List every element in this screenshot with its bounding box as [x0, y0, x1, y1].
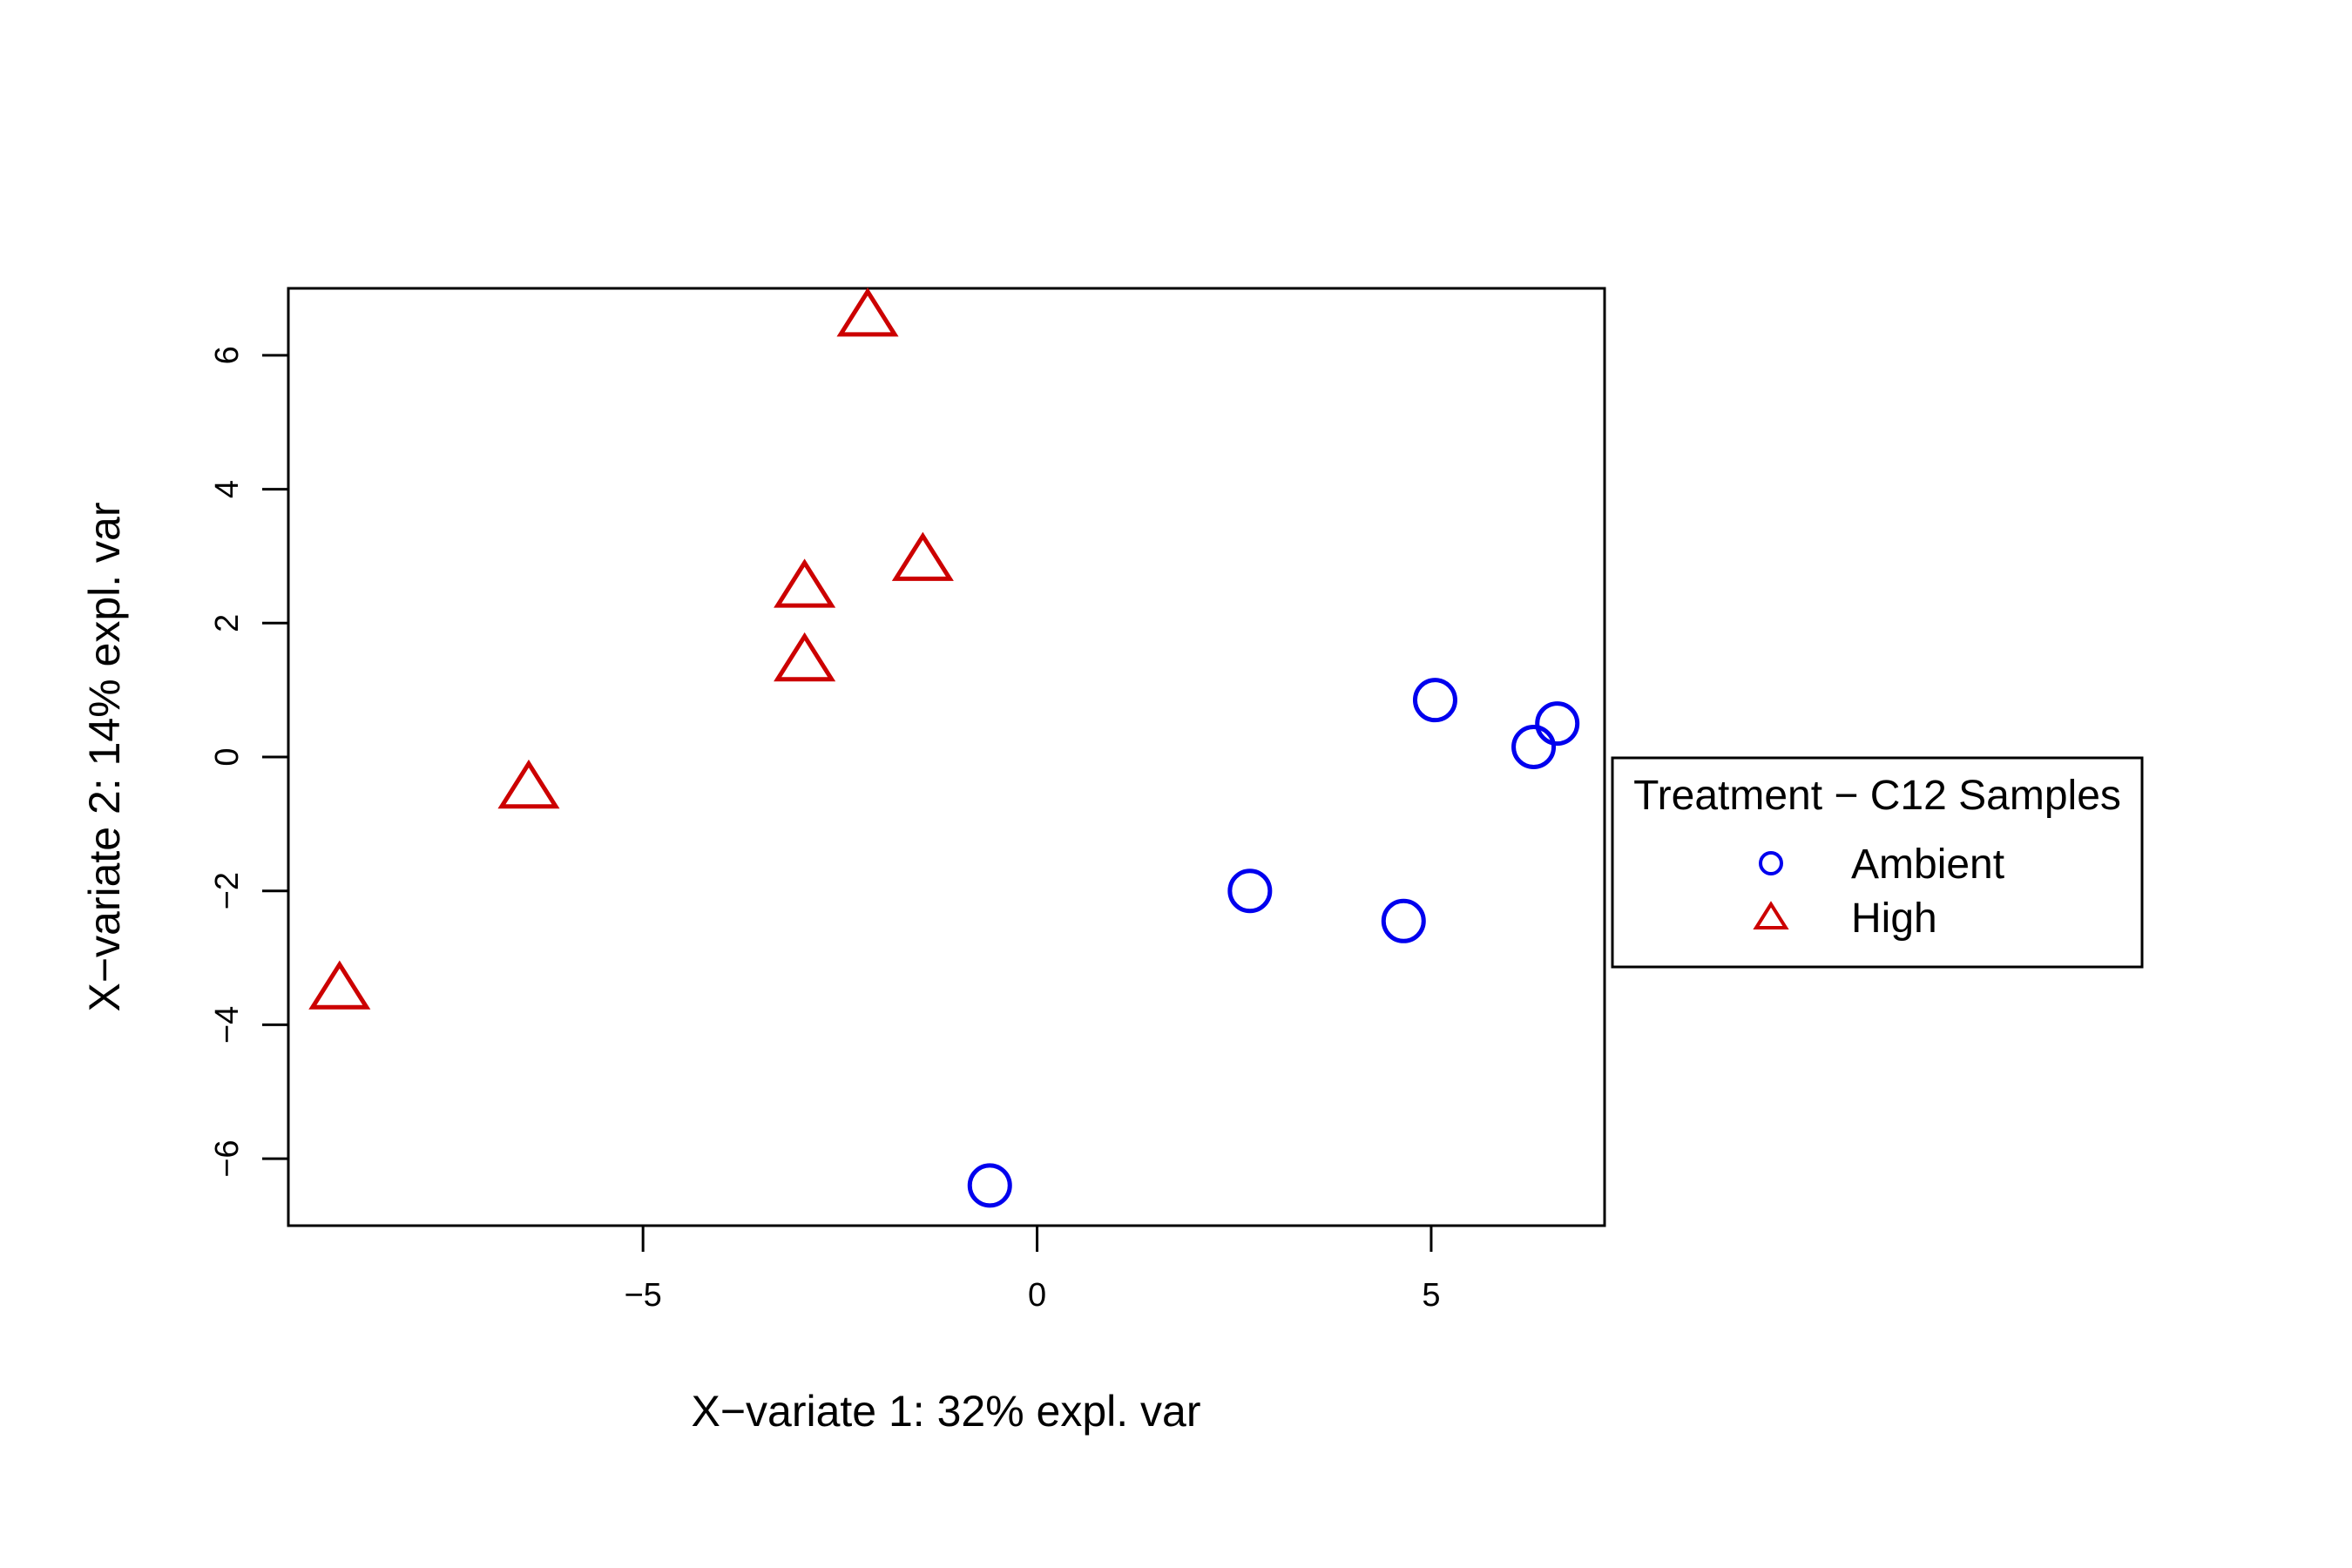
legend-circle-icon [1759, 851, 1783, 875]
ambient-point [1535, 701, 1580, 747]
x-tick-label: 5 [1422, 1277, 1440, 1314]
ambient-point [1412, 678, 1457, 723]
data-points [308, 287, 1580, 1208]
plot-frame [287, 287, 1606, 1227]
y-tick-label: 4 [209, 480, 246, 498]
high-point [891, 531, 954, 581]
ambient-point [1511, 724, 1557, 769]
ambient-point [967, 1163, 1012, 1208]
y-tick-label: −4 [209, 1006, 246, 1044]
legend-title: Treatment − C12 Samples [1633, 773, 2121, 819]
y-tick-label: −2 [209, 872, 246, 909]
legend-label-high: High [1851, 896, 1937, 942]
high-point [308, 960, 371, 1010]
y-tick-label: 2 [209, 614, 246, 632]
y-tick-label: −6 [209, 1139, 246, 1177]
y-axis: −6 −4 −2 0 2 4 6 [209, 346, 290, 1178]
x-tick-label: 0 [1028, 1277, 1046, 1314]
x-axis-label: X−variate 1: 32% expl. var [691, 1387, 1200, 1436]
legend-triangle-icon [1753, 901, 1789, 929]
y-axis-label: X−variate 2: 14% expl. var [80, 502, 129, 1011]
ambient-point [1381, 898, 1426, 943]
ambient-point [1227, 868, 1273, 914]
high-point [836, 287, 899, 337]
x-axis: −5 0 5 [624, 1224, 1441, 1314]
legend: Treatment − C12 Samples Ambient High [1611, 756, 2144, 969]
high-point [497, 759, 560, 809]
y-tick-label: 6 [209, 346, 246, 364]
legend-label-ambient: Ambient [1851, 841, 2004, 888]
high-point [774, 632, 836, 682]
high-point [774, 558, 836, 608]
legend-box [1611, 756, 2144, 969]
y-tick-label: 0 [209, 747, 246, 766]
x-tick-label: −5 [624, 1277, 661, 1314]
